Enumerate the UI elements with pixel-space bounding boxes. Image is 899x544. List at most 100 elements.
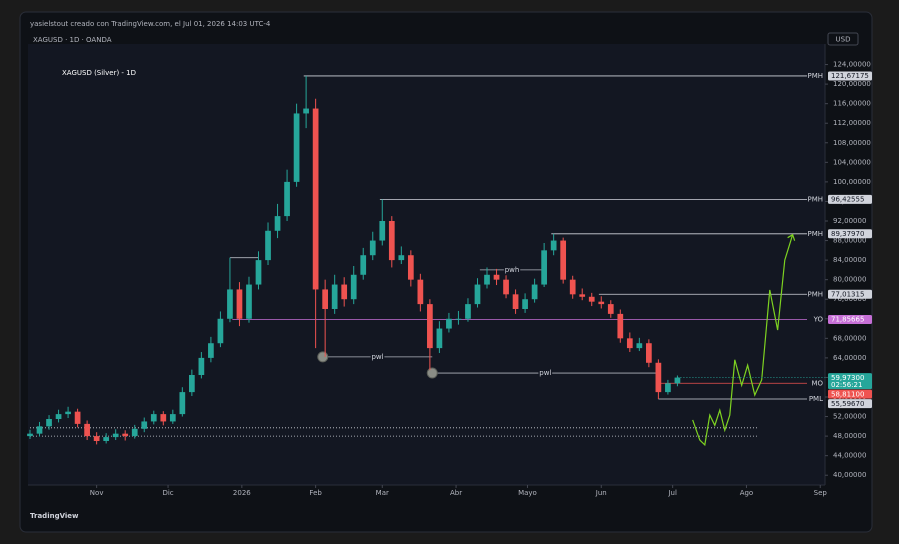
price-tag bbox=[828, 229, 872, 239]
candle-body bbox=[208, 343, 214, 358]
y-tick-label: 44,00000 bbox=[833, 452, 866, 460]
candle-body bbox=[531, 284, 538, 300]
price-tag-label: 71,85665 bbox=[831, 316, 864, 324]
candle-body bbox=[322, 289, 329, 309]
candle-body bbox=[274, 216, 281, 231]
level-name: PMH bbox=[807, 195, 823, 203]
candle-body bbox=[150, 414, 157, 422]
projection-arrow bbox=[787, 233, 796, 241]
candle-body bbox=[303, 108, 309, 114]
candle-body bbox=[312, 108, 319, 290]
candle-body bbox=[293, 113, 300, 182]
candle-body bbox=[417, 279, 424, 305]
segment-label: pwh bbox=[505, 266, 520, 274]
candle-body bbox=[455, 318, 462, 320]
price-tag bbox=[828, 194, 872, 204]
symbol: XAGUSD · 1D · OANDA bbox=[33, 36, 112, 44]
candle-body bbox=[36, 426, 43, 434]
x-tick-label: Dic bbox=[162, 489, 173, 497]
candle-body bbox=[350, 274, 357, 300]
projection-line bbox=[692, 234, 794, 447]
candle-body bbox=[122, 433, 129, 437]
candle-body bbox=[484, 274, 490, 285]
segment-marker bbox=[426, 367, 438, 379]
candle-body bbox=[512, 294, 519, 309]
candle-body bbox=[341, 284, 348, 300]
candle-body bbox=[427, 304, 433, 349]
candle-body bbox=[626, 338, 633, 349]
candle-body bbox=[84, 423, 90, 437]
y-tick-label: 100,00000 bbox=[833, 178, 871, 186]
candle-body bbox=[198, 357, 205, 375]
candle-body bbox=[55, 414, 62, 419]
y-tick-label: 80,00000 bbox=[833, 276, 866, 284]
segment-marker bbox=[317, 351, 329, 363]
candle-body bbox=[474, 284, 481, 305]
candle-body bbox=[646, 343, 652, 363]
level-name: MO bbox=[811, 379, 823, 387]
level-name: PMH bbox=[807, 230, 823, 238]
chart-title: XAGUSD (Silver) - 1D bbox=[62, 69, 136, 77]
candle-body bbox=[493, 274, 500, 280]
price-tag-label: 59,97300 bbox=[831, 374, 864, 382]
level-name: PML bbox=[809, 395, 823, 403]
price-tag bbox=[828, 289, 872, 299]
candle-body bbox=[46, 419, 52, 427]
candle-body bbox=[141, 421, 148, 429]
candle-body bbox=[169, 414, 176, 422]
y-tick-label: 48,00000 bbox=[833, 432, 866, 440]
x-tick-label: Abr bbox=[450, 489, 462, 497]
candle-body bbox=[160, 414, 167, 422]
x-tick-label: Jun bbox=[595, 489, 607, 497]
candle-body bbox=[541, 250, 547, 285]
candle-body bbox=[503, 279, 509, 295]
candle-body bbox=[560, 240, 567, 280]
level-name: PMH bbox=[807, 290, 823, 298]
candle-body bbox=[379, 221, 386, 241]
price-tag bbox=[828, 71, 872, 81]
candle-body bbox=[331, 284, 338, 309]
y-tick-label: 120,00000 bbox=[833, 80, 871, 88]
y-tick-label: 68,00000 bbox=[833, 334, 866, 342]
candle-body bbox=[407, 255, 414, 280]
segment-label: pwl bbox=[371, 353, 383, 361]
price-countdown: 02:56:21 bbox=[831, 381, 862, 389]
candle-body bbox=[655, 362, 662, 393]
candle-body bbox=[284, 181, 290, 217]
candle-body bbox=[550, 240, 557, 251]
candle-body bbox=[522, 299, 528, 309]
x-tick-label: 2026 bbox=[233, 489, 251, 497]
x-tick-label: Jul bbox=[667, 489, 677, 497]
candle-body bbox=[588, 296, 595, 302]
candle-body bbox=[398, 255, 405, 261]
price-tag bbox=[828, 314, 872, 324]
x-tick-label: Mayo bbox=[518, 489, 537, 497]
candle-body bbox=[112, 433, 119, 438]
price-tag bbox=[828, 399, 872, 409]
price-tag-label: 96,42555 bbox=[831, 196, 864, 204]
candle-body bbox=[103, 437, 110, 441]
price-tag-label: 55,59670 bbox=[831, 400, 864, 408]
price-tag bbox=[828, 389, 872, 399]
candle-body bbox=[255, 260, 262, 285]
candle-body bbox=[607, 304, 614, 314]
candle-body bbox=[227, 289, 233, 319]
y-tick-label: 108,00000 bbox=[833, 139, 871, 147]
y-tick-label: 104,00000 bbox=[833, 158, 871, 166]
y-tick-label: 84,00000 bbox=[833, 256, 866, 264]
currency-box bbox=[827, 32, 859, 46]
segment-label: pwl bbox=[539, 369, 551, 377]
candle-body bbox=[665, 383, 671, 393]
candle-body bbox=[131, 428, 138, 437]
y-tick-label: 52,00000 bbox=[833, 413, 866, 421]
y-tick-label: 124,00000 bbox=[833, 61, 871, 69]
candle-body bbox=[265, 230, 271, 261]
candle-body bbox=[369, 240, 376, 256]
candle-body bbox=[446, 318, 452, 329]
x-tick-label: Feb bbox=[309, 489, 322, 497]
y-tick-label: 64,00000 bbox=[833, 354, 866, 362]
candle-body bbox=[674, 377, 681, 384]
candle-body bbox=[179, 392, 186, 415]
